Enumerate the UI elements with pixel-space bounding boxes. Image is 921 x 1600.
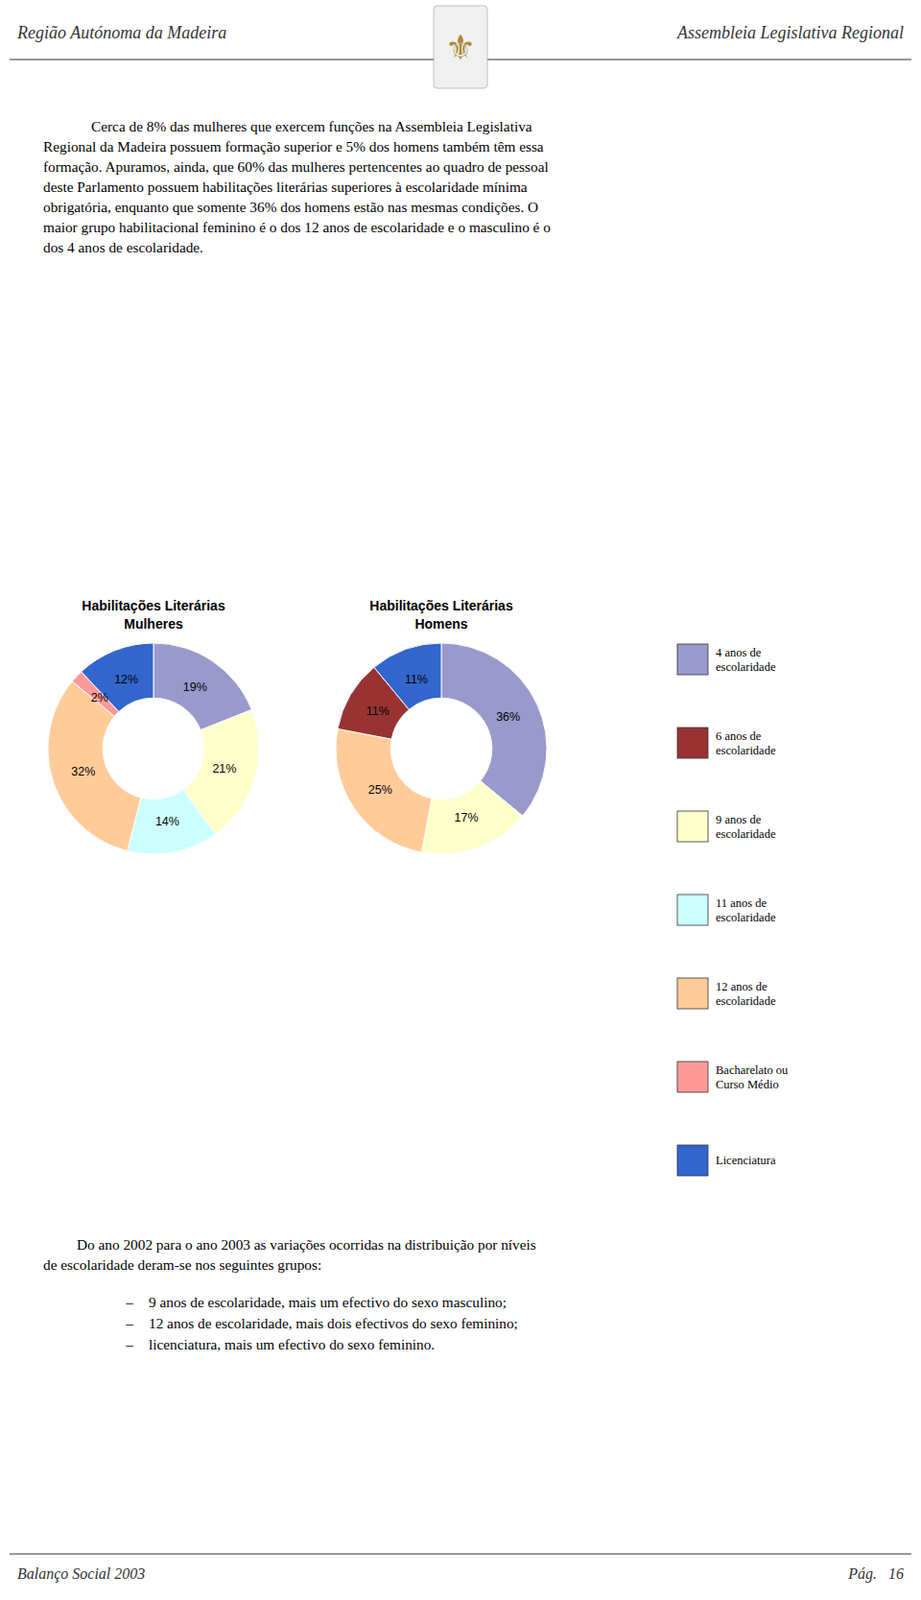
data-label: 17%	[454, 810, 479, 825]
legend-label: Bacharelato ouCurso Médio	[715, 1062, 789, 1091]
pie-chart: Habilitações LiteráriasMulheres 19% 21% 14%…	[47, 597, 260, 854]
data-labels: 19% 21% 14% 32% 2% 12%	[70, 672, 237, 827]
paragraph-line: de escolaridade deram-se nos seguintes g…	[43, 1255, 322, 1273]
pie-slice	[421, 780, 522, 854]
legend-item: Bacharelato ouCurso Médio	[677, 1061, 789, 1092]
data-label: 21%	[212, 761, 237, 776]
pie-slice	[335, 728, 432, 852]
slices	[335, 642, 547, 854]
legend-item: 11 anos deescolaridade	[677, 894, 777, 925]
paragraph-line: Do ano 2002 para o ano 2003 as variações…	[76, 1235, 537, 1252]
paragraph-line: maior grupo habilitacional feminino é o …	[43, 218, 551, 236]
legend-item: 9 anos deescolaridade	[677, 810, 777, 842]
chart-subtitle: Mulheres	[123, 615, 184, 632]
legend-label: 4 anos deescolaridade	[715, 645, 777, 674]
legend-swatch	[677, 894, 709, 925]
footer-rule	[9, 1553, 912, 1555]
emblem: ⚜	[445, 27, 476, 68]
data-label: 2%	[91, 690, 109, 705]
legend-label: 9 anos deescolaridade	[715, 812, 777, 841]
footer-right: Pág. 16	[847, 1564, 904, 1583]
paragraph-1: Cerca de 8% das mulheres que exercem fun…	[43, 118, 551, 256]
paragraph-line: formação. Apuramos, ainda, que 60% das m…	[43, 158, 549, 175]
legend-item: 12 anos deescolaridade	[677, 977, 777, 1009]
legend-swatch	[677, 977, 709, 1009]
pie-slice	[374, 642, 442, 709]
slices	[47, 642, 260, 854]
legend-label: 11 anos deescolaridade	[715, 896, 777, 924]
legend-swatch	[677, 727, 709, 758]
footer-left: Balanço Social 2003	[17, 1564, 145, 1583]
legend-swatch	[677, 1144, 709, 1176]
pie-chart: Habilitações LiteráriasHomens 36% 17% 25% 11…	[335, 597, 547, 854]
data-label: 12%	[114, 672, 139, 686]
data-label: 25%	[368, 782, 393, 797]
legend-swatch	[677, 643, 709, 675]
paragraph-line: Regional da Madeira possuem formação sup…	[43, 138, 544, 155]
data-label: 14%	[155, 814, 180, 828]
legend-label: Licenciatura	[715, 1153, 777, 1167]
data-label: 19%	[183, 680, 208, 694]
bullet-mark: –	[124, 1293, 134, 1310]
chart-title: Habilitações Literárias	[81, 597, 226, 614]
legend-item: 4 anos deescolaridade	[677, 643, 777, 675]
emblem-box	[433, 5, 488, 89]
data-labels: 36% 17% 25% 11% 11%	[366, 672, 521, 826]
paragraph-line: deste Parlamento possuem habilitações li…	[43, 178, 528, 195]
legend-item: Licenciatura	[677, 1144, 777, 1176]
pie-slice	[81, 642, 154, 712]
legend-swatch	[677, 810, 709, 842]
legend: 4 anos deescolaridade 6 anos deescolarida…	[677, 643, 789, 1176]
bullet-mark: –	[124, 1314, 134, 1331]
header-left: Região Autónoma da Madeira	[16, 23, 227, 43]
header-right: Assembleia Legislativa Regional	[676, 23, 904, 43]
data-label: 36%	[495, 709, 520, 724]
pie-slice	[47, 681, 142, 851]
legend-item: 6 anos deescolaridade	[677, 727, 777, 758]
bullet-mark: –	[124, 1335, 134, 1352]
paragraph-2: Do ano 2002 para o ano 2003 as variações…	[43, 1235, 537, 1273]
page: Região Autónoma da Madeira Assembleia Leg…	[0, 0, 921, 1600]
bullets: –9 anos de escolaridade, mais um efectiv…	[124, 1293, 519, 1352]
bullet-text: licenciatura, mais um efectivo do sexo f…	[148, 1335, 435, 1352]
paragraph-line: obrigatória, enquanto que somente 36% do…	[43, 198, 539, 215]
legend-label: 12 anos deescolaridade	[715, 979, 777, 1008]
pie-slice	[441, 642, 547, 816]
bullet-text: 12 anos de escolaridade, mais dois efect…	[148, 1314, 519, 1331]
data-label: 11%	[404, 672, 428, 686]
paragraph-line: Cerca de 8% das mulheres que exercem fun…	[91, 118, 533, 135]
legend-swatch	[677, 1061, 709, 1092]
chart-title: Habilitações Literárias	[369, 597, 514, 614]
legend-label: 6 anos deescolaridade	[715, 729, 777, 757]
data-label: 11%	[366, 704, 390, 718]
bullet-text: 9 anos de escolaridade, mais um efectivo…	[148, 1293, 507, 1310]
data-label: 32%	[70, 764, 95, 779]
chart-subtitle: Homens	[414, 615, 468, 632]
paragraph-line: dos 4 anos de escolaridade.	[43, 238, 204, 256]
